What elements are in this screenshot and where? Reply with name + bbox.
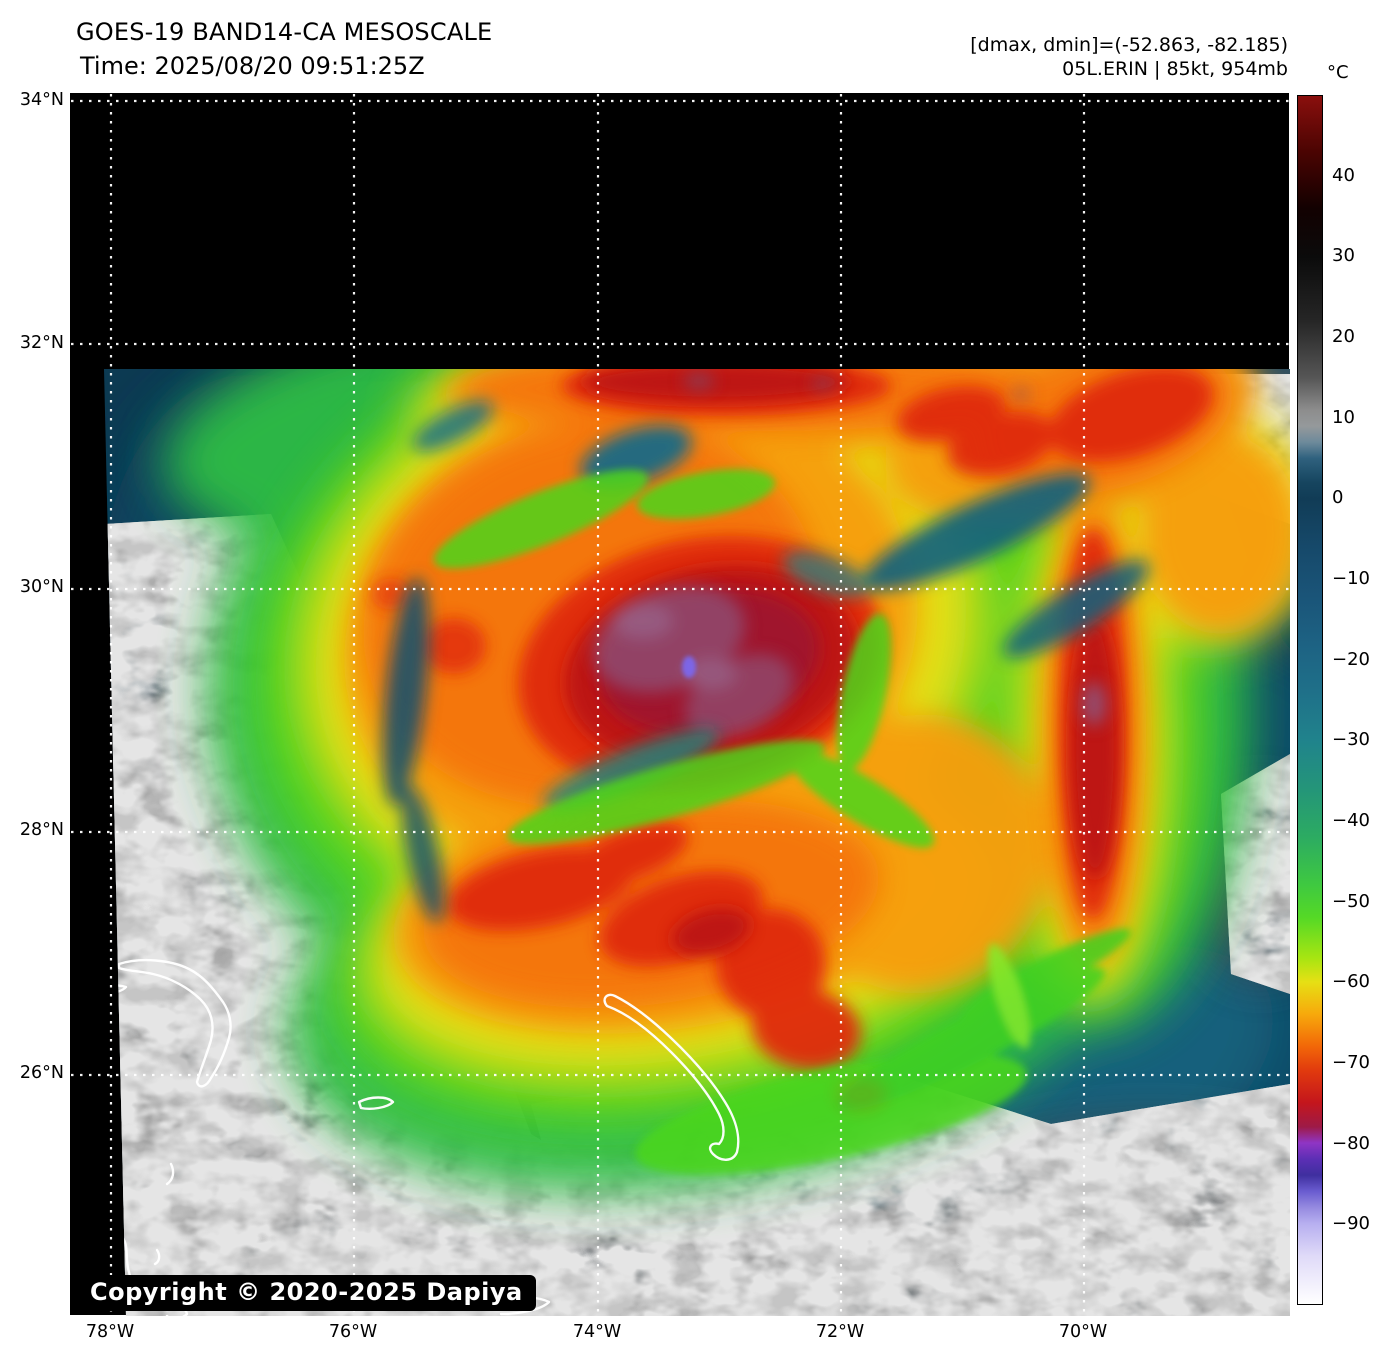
colorbar-tick-label: −10 — [1332, 568, 1370, 589]
colorbar-tick-label: 10 — [1332, 406, 1355, 428]
lat-label-26n: 26°N — [19, 1063, 64, 1083]
lon-label-72w: 72°W — [815, 1322, 865, 1342]
colorbar-tick-label: 40 — [1332, 164, 1355, 186]
colorbar-tick-label: −20 — [1332, 648, 1370, 670]
lon-label-76w: 76°W — [328, 1322, 378, 1342]
colorbar-tick-label: −40 — [1332, 810, 1370, 831]
copyright-badge: Copyright © 2020-2025 Dapiya — [77, 1275, 536, 1311]
colorbar-tick-label: 30 — [1332, 245, 1355, 267]
colorbar-tick-label: 20 — [1332, 326, 1355, 347]
colorbar-tick-label: −80 — [1332, 1132, 1370, 1154]
lat-label-30n: 30°N — [19, 577, 64, 597]
lat-label-34n: 34°N — [19, 90, 64, 110]
map-plot: Copyright © 2020-2025 Dapiya — [70, 93, 1290, 1316]
lon-label-70w: 70°W — [1058, 1322, 1108, 1342]
lon-label-78w: 78°W — [85, 1322, 135, 1342]
lon-label-74w: 74°W — [572, 1322, 622, 1342]
timestamp: Time: 2025/08/20 09:51:25Z — [80, 52, 425, 80]
colorbar-tick-label: −50 — [1332, 890, 1370, 912]
colorbar-tick-label: −30 — [1332, 729, 1370, 751]
coldest-top-marker — [682, 656, 696, 678]
satellite-image — [71, 94, 1290, 1316]
colorbar — [1297, 95, 1323, 1305]
page-title: GOES-19 BAND14-CA MESOSCALE — [76, 18, 493, 46]
dmax-dmin-readout: [dmax, dmin]=(-52.863, -82.185) — [970, 34, 1288, 56]
data-swath — [104, 369, 1290, 1316]
colorbar-tick-label: −60 — [1332, 971, 1370, 993]
colorbar-tick-label: −90 — [1332, 1213, 1370, 1235]
graticule — [71, 94, 1290, 1316]
lat-label-28n: 28°N — [19, 820, 64, 840]
lat-label-32n: 32°N — [19, 333, 64, 353]
colorbar-unit-label: °C — [1327, 62, 1349, 83]
colorbar-tick-label: 0 — [1332, 487, 1344, 509]
colorbar-tick-label: −70 — [1332, 1052, 1370, 1073]
storm-readout: 05L.ERIN | 85kt, 954mb — [1062, 58, 1288, 80]
